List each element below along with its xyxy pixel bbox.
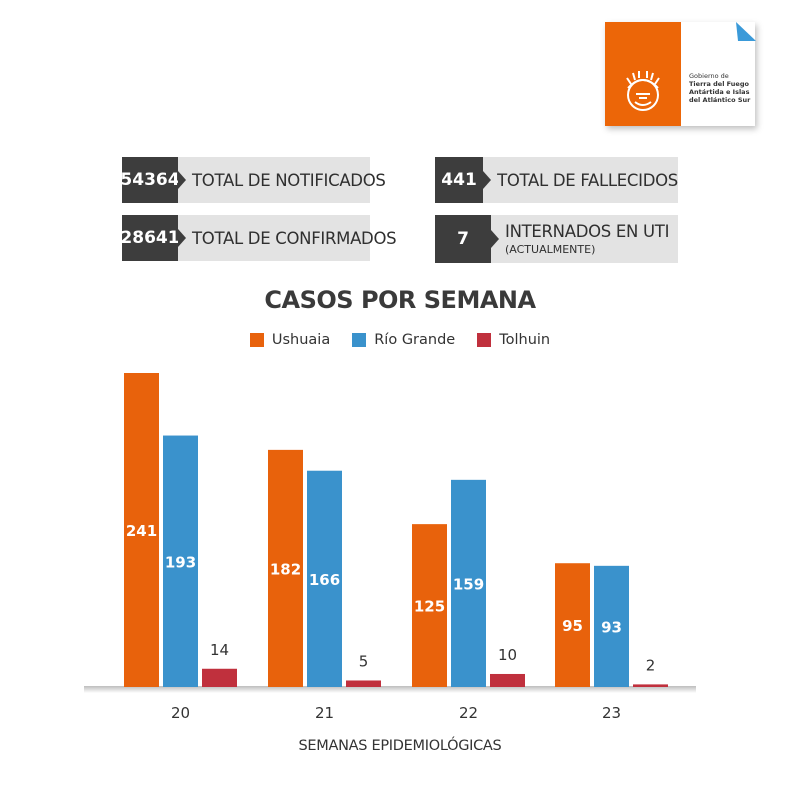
logo-text: Gobierno de Tierra del Fuego Antártida e…	[689, 72, 755, 104]
stat-internados: 7 INTERNADOS EN UTI (ACTUALMENTE)	[435, 215, 678, 263]
coat-of-arms-icon	[626, 71, 660, 111]
bar-ushuaia-21	[268, 449, 303, 687]
corner-triangle-icon	[736, 22, 756, 41]
stat-notificados: 54364 TOTAL DE NOTIFICADOS	[120, 157, 386, 203]
x-tick-label-23: 23	[602, 704, 621, 722]
bar-rio-grande-20	[163, 435, 198, 687]
legend-swatch-tolhuin	[477, 333, 492, 347]
legend-label-tolhuin: Tolhuin	[499, 332, 551, 348]
legend-item-ushuaia: Ushuaia	[249, 332, 331, 348]
data-label-ushuaia-23: 95	[562, 617, 583, 635]
x-axis-title: SEMANAS EPIDEMIOLÓGICAS	[298, 738, 502, 754]
data-label-rio-grande-21: 166	[309, 571, 340, 589]
logo-emblem-panel	[605, 22, 681, 126]
data-label-tolhuin-20: 14	[210, 641, 229, 659]
data-label-rio-grande-23: 93	[601, 618, 622, 636]
government-logo: Gobierno de Tierra del Fuego Antártida e…	[605, 22, 755, 126]
stat-internados-label: INTERNADOS EN UTI	[505, 222, 670, 241]
x-tick-label-22: 22	[459, 704, 478, 722]
bar-rio-grande-21	[307, 470, 342, 687]
stat-internados-value: 7	[435, 215, 499, 263]
bar-tolhuin-22	[490, 673, 525, 687]
legend-label-ushuaia: Ushuaia	[271, 332, 331, 348]
chart-baseline	[84, 686, 696, 693]
logo-line-1: Gobierno de	[689, 72, 729, 80]
data-label-tolhuin-22: 10	[498, 646, 517, 664]
bar-rio-grande-23	[594, 565, 629, 687]
legend-item-tolhuin: Tolhuin	[477, 332, 550, 348]
legend-swatch-ushuaia	[249, 333, 264, 347]
stat-fallecidos-label: TOTAL DE FALLECIDOS	[497, 170, 678, 190]
data-label-ushuaia-20: 241	[126, 522, 157, 540]
chart-title: CASOS POR SEMANA	[264, 286, 536, 314]
bar-rio-grande-22	[451, 479, 486, 687]
chart-legend: Ushuaia Río Grande Tolhuin	[0, 332, 800, 348]
stat-confirmados-value: 28641	[120, 215, 186, 261]
bar-tolhuin-23	[633, 684, 668, 687]
logo-line-3: Antártida e Islas	[689, 88, 750, 96]
legend-swatch-rio-grande	[352, 333, 367, 347]
legend-item-rio-grande: Río Grande	[352, 332, 455, 348]
stat-fallecidos-value: 441	[435, 157, 492, 203]
logo-line-4: del Atlántico Sur	[689, 96, 751, 104]
data-label-rio-grande-22: 159	[453, 575, 484, 593]
stat-confirmados: 28641 TOTAL DE CONFIRMADOS	[120, 215, 397, 261]
data-label-tolhuin-23: 2	[646, 656, 656, 674]
stat-notificados-label: TOTAL DE NOTIFICADOS	[192, 170, 386, 190]
bar-ushuaia-22	[412, 524, 447, 687]
x-tick-label-21: 21	[315, 704, 334, 722]
bar-tolhuin-21	[346, 680, 381, 687]
stat-notificados-value: 54364	[120, 157, 186, 203]
stat-fallecidos: 441 TOTAL DE FALLECIDOS	[435, 157, 678, 203]
data-label-ushuaia-21: 182	[270, 560, 301, 578]
stat-confirmados-label: TOTAL DE CONFIRMADOS	[192, 228, 397, 248]
data-label-tolhuin-21: 5	[359, 652, 369, 670]
legend-label-rio-grande: Río Grande	[374, 332, 456, 348]
bar-ushuaia-20	[124, 373, 159, 687]
data-label-rio-grande-20: 193	[165, 553, 196, 571]
stat-internados-sublabel: (ACTUALMENTE)	[505, 243, 596, 256]
logo-line-2: Tierra del Fuego	[689, 80, 749, 88]
bar-tolhuin-20	[202, 668, 237, 687]
bar-ushuaia-23	[555, 563, 590, 687]
data-label-ushuaia-22: 125	[414, 598, 445, 616]
x-tick-label-20: 20	[171, 704, 190, 722]
